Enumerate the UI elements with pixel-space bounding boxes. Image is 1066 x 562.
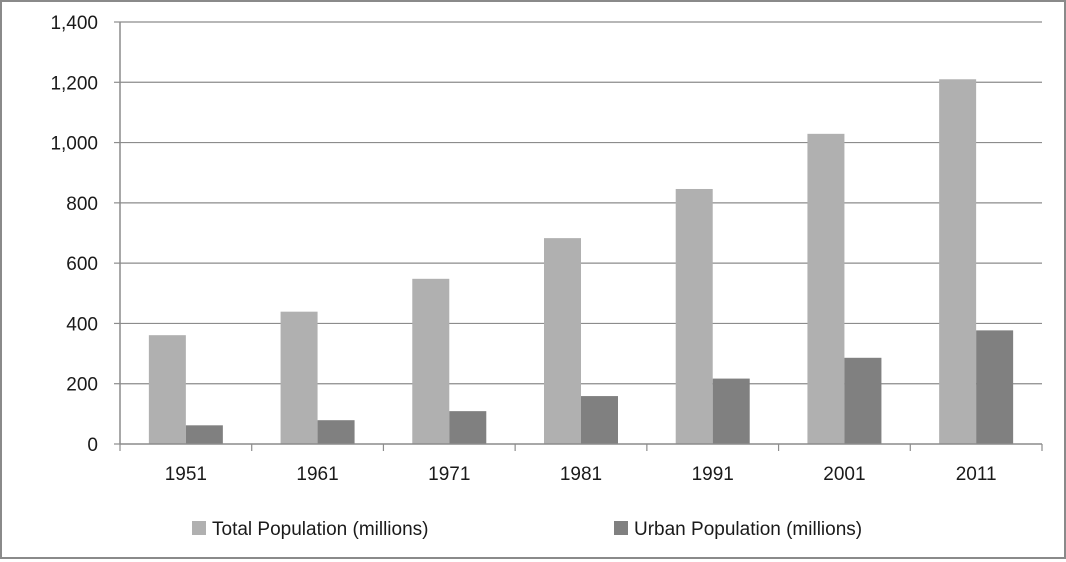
axes	[114, 21, 1043, 451]
total-population-bar	[544, 238, 581, 444]
y-tick-label: 800	[66, 194, 98, 215]
total-population-bar	[807, 133, 845, 444]
total-population-bar	[148, 335, 186, 444]
x-tick-label: 1991	[692, 464, 734, 485]
x-tick-label: 2001	[823, 464, 865, 485]
bars	[148, 79, 1014, 445]
y-tick-label: 1,200	[50, 73, 98, 94]
legend-total-population-swatch	[192, 521, 206, 535]
y-tick-label: 1,400	[50, 13, 98, 34]
y-tick-label: 200	[66, 375, 98, 396]
total-population-bar	[675, 188, 713, 444]
legend-urban-population-swatch	[614, 521, 628, 535]
total-population-bar	[939, 79, 977, 445]
y-tick-label: 1,000	[50, 134, 98, 155]
x-tick-label: 1981	[560, 464, 602, 485]
x-tick-label: 1961	[296, 464, 338, 485]
urban-population-bar	[712, 378, 750, 444]
legend-urban-population-label: Urban Population (millions)	[634, 519, 862, 540]
urban-population-bar	[844, 357, 882, 444]
urban-population-bar	[976, 330, 1014, 444]
x-tick-label: 1951	[165, 464, 207, 485]
urban-population-bar	[449, 411, 487, 444]
legend: Total Population (millions) Urban Populat…	[192, 519, 862, 540]
urban-population-bar	[185, 425, 223, 444]
urban-population-bar	[581, 396, 618, 444]
x-tick-label: 2011	[956, 464, 997, 485]
tick-labels: 0 200 400 600 800 1,000 1,200 1,400 1951 1961 1971…	[50, 13, 996, 485]
y-tick-label: 400	[66, 314, 98, 335]
y-tick-label: 600	[66, 254, 98, 275]
total-population-bar	[412, 278, 450, 444]
x-tick-label: 1971	[428, 464, 470, 485]
urban-population-bar	[317, 420, 355, 444]
y-tick-label: 0	[87, 435, 98, 456]
total-population-bar	[280, 311, 318, 444]
legend-total-population-label: Total Population (millions)	[212, 519, 429, 540]
